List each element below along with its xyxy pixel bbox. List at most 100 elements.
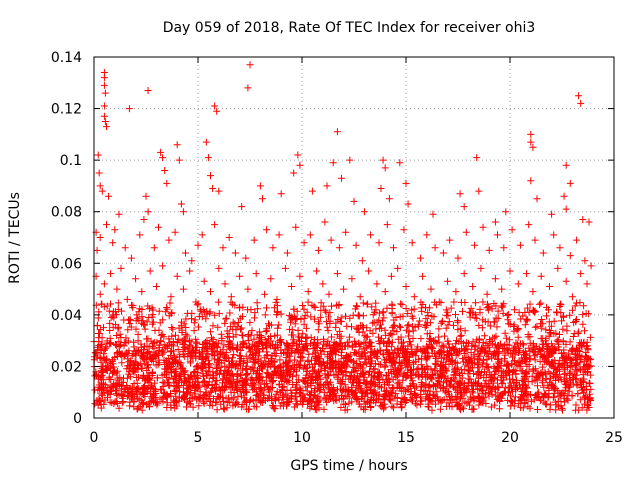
band-point <box>284 342 292 349</box>
band-point <box>560 370 568 378</box>
data-point <box>136 231 144 239</box>
band-point <box>457 406 465 414</box>
band-point <box>168 332 176 340</box>
band-point <box>134 384 141 392</box>
band-point <box>128 394 135 402</box>
data-point <box>500 244 508 252</box>
band-point <box>320 338 328 346</box>
band-point <box>381 393 389 401</box>
data-point <box>460 270 468 278</box>
band-point <box>259 363 266 371</box>
band-point <box>320 394 328 402</box>
data-point <box>93 246 101 254</box>
band-point <box>360 338 368 346</box>
band-point <box>103 356 110 364</box>
band-point <box>225 394 233 402</box>
band-point <box>138 406 146 414</box>
band-point <box>190 319 198 327</box>
band-point <box>476 372 484 380</box>
band-point <box>577 342 585 350</box>
band-point <box>162 370 170 378</box>
band-point <box>494 349 502 357</box>
band-point <box>171 388 179 395</box>
band-point <box>503 362 510 370</box>
band-point <box>536 397 544 405</box>
band-point <box>429 344 437 352</box>
band-point <box>257 398 265 406</box>
data-point <box>581 257 589 265</box>
band-point <box>583 342 591 350</box>
band-point <box>294 326 302 334</box>
band-point <box>534 406 542 413</box>
band-point <box>367 386 375 394</box>
band-point <box>558 317 565 325</box>
band-point <box>413 401 421 409</box>
band-point <box>196 388 204 396</box>
band-point <box>578 386 586 394</box>
band-point <box>320 383 328 391</box>
x-tick-label: 0 <box>90 430 99 446</box>
band-point <box>562 378 570 386</box>
band-point <box>338 368 345 376</box>
band-point <box>192 353 200 360</box>
band-point <box>353 360 361 367</box>
band-point <box>445 318 453 326</box>
band-point <box>555 392 563 400</box>
band-point <box>491 368 499 376</box>
band-point <box>311 315 318 323</box>
band-point <box>324 337 332 345</box>
band-point <box>375 390 383 398</box>
band-point <box>417 383 425 391</box>
band-point <box>472 299 480 307</box>
data-point <box>250 236 258 244</box>
band-point <box>498 379 506 387</box>
band-point <box>306 404 314 412</box>
data-point <box>157 148 165 156</box>
band-point <box>154 361 162 369</box>
band-point <box>542 326 550 334</box>
band-point <box>435 338 443 346</box>
data-point <box>548 210 556 218</box>
band-point <box>581 400 589 408</box>
data-point <box>491 275 499 283</box>
data-point <box>531 236 539 244</box>
data-point <box>275 231 283 239</box>
band-point <box>408 312 416 320</box>
band-point <box>182 324 190 331</box>
band-point <box>393 351 401 359</box>
data-point <box>107 270 115 278</box>
band-point <box>236 303 244 311</box>
band-point <box>536 358 544 366</box>
band-point <box>149 368 156 376</box>
band-point <box>217 330 225 338</box>
band-point <box>212 387 220 395</box>
band-point <box>103 362 111 370</box>
band-point <box>379 317 387 325</box>
band-point <box>95 381 103 389</box>
band-point <box>379 308 387 316</box>
band-point <box>315 372 323 380</box>
band-point <box>290 338 298 346</box>
band-point <box>179 351 187 359</box>
band-point <box>307 376 315 384</box>
band-point <box>322 318 330 326</box>
band-point <box>536 346 544 353</box>
band-point <box>348 398 356 406</box>
band-point <box>133 311 141 319</box>
band-point <box>125 362 133 369</box>
band-point <box>508 360 516 368</box>
band-point <box>368 303 376 311</box>
band-point <box>456 372 464 379</box>
band-point <box>574 330 582 337</box>
band-point <box>288 347 296 355</box>
band-point <box>412 399 419 407</box>
band-point <box>376 402 384 410</box>
band-point <box>250 343 258 351</box>
band-point <box>510 402 518 410</box>
band-point <box>100 386 108 394</box>
band-point <box>424 371 431 379</box>
band-point <box>545 306 552 314</box>
band-point <box>348 383 356 391</box>
band-point <box>544 394 552 402</box>
band-point <box>158 348 166 356</box>
